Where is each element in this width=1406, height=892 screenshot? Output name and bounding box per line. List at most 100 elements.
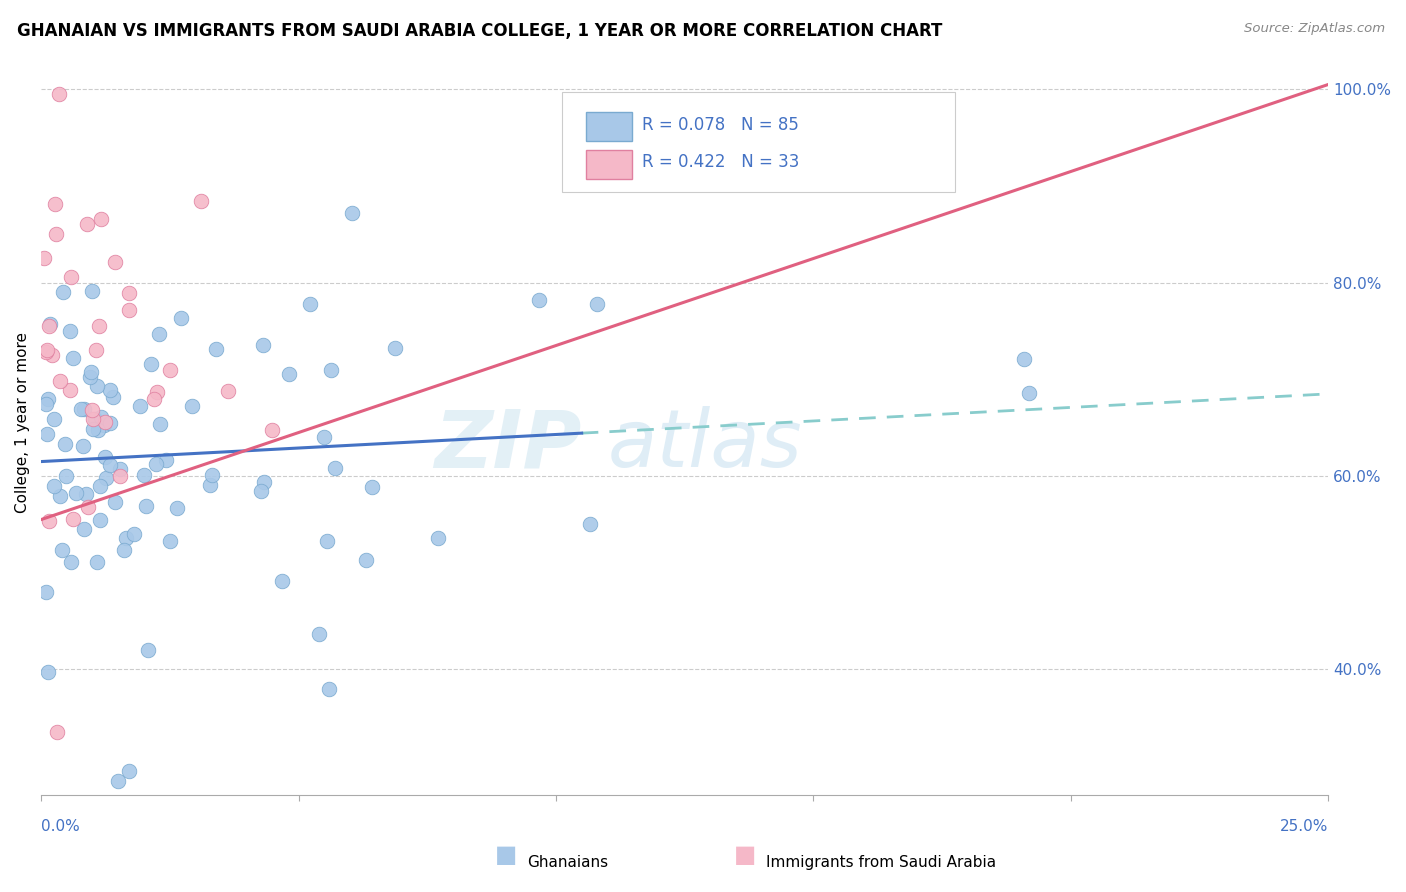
Point xyxy=(48,87,70,102)
Point xyxy=(278,367,301,381)
Point xyxy=(89,479,111,493)
Text: 25.0%: 25.0% xyxy=(1279,819,1329,834)
Y-axis label: College, 1 year or more: College, 1 year or more xyxy=(15,333,30,514)
Text: Ghanaians: Ghanaians xyxy=(527,855,609,870)
Point xyxy=(76,500,98,514)
Point xyxy=(149,417,172,432)
Point xyxy=(159,534,181,549)
Point xyxy=(318,681,340,696)
Point xyxy=(148,326,170,341)
Point xyxy=(35,585,58,599)
Point xyxy=(132,467,155,482)
Point xyxy=(93,418,115,433)
Text: R = 0.078   N = 85: R = 0.078 N = 85 xyxy=(643,116,799,134)
Point xyxy=(70,402,93,417)
Point xyxy=(1018,386,1040,401)
Point xyxy=(94,471,117,485)
Point xyxy=(32,251,55,265)
Point xyxy=(315,534,337,549)
FancyBboxPatch shape xyxy=(562,92,955,192)
Point xyxy=(170,311,193,326)
Point xyxy=(141,357,163,371)
Point xyxy=(586,116,609,130)
Point xyxy=(166,501,188,516)
Text: R = 0.422   N = 33: R = 0.422 N = 33 xyxy=(643,153,800,171)
Point xyxy=(427,532,450,546)
Point xyxy=(52,285,75,299)
Point xyxy=(249,483,271,498)
Point xyxy=(135,500,157,514)
Point xyxy=(108,461,131,475)
Point xyxy=(115,531,138,545)
Point xyxy=(44,412,66,426)
Point xyxy=(101,391,124,405)
Point xyxy=(110,468,132,483)
Point xyxy=(354,552,377,566)
Point xyxy=(41,347,63,361)
Point xyxy=(314,430,336,444)
Point xyxy=(75,486,97,500)
Point xyxy=(45,227,67,241)
Point xyxy=(94,450,117,465)
Point xyxy=(94,415,117,429)
Text: Source: ZipAtlas.com: Source: ZipAtlas.com xyxy=(1244,22,1385,36)
Text: atlas: atlas xyxy=(607,406,803,484)
Point xyxy=(72,439,94,453)
Point xyxy=(35,397,58,411)
Point xyxy=(136,643,159,657)
Point xyxy=(62,351,84,365)
Point xyxy=(159,362,181,376)
Point xyxy=(146,384,169,399)
Point xyxy=(190,194,212,208)
Point xyxy=(112,542,135,557)
Point xyxy=(83,412,105,426)
Point xyxy=(39,318,62,332)
Point xyxy=(35,344,58,359)
Point xyxy=(90,212,112,227)
Point xyxy=(253,475,276,489)
Point xyxy=(86,555,108,569)
Point xyxy=(585,297,607,311)
Point xyxy=(80,365,103,379)
Point xyxy=(104,254,127,268)
Point xyxy=(80,285,103,299)
Text: ■: ■ xyxy=(734,843,756,867)
Point xyxy=(82,412,104,426)
Point xyxy=(340,206,363,220)
Point xyxy=(252,338,274,352)
Point xyxy=(73,402,96,417)
Point xyxy=(62,512,84,526)
Point xyxy=(82,403,104,417)
Point xyxy=(84,343,107,357)
Point xyxy=(527,293,550,308)
Point xyxy=(98,458,121,472)
Point xyxy=(98,384,121,398)
Point xyxy=(181,399,204,413)
Point xyxy=(205,343,228,357)
Point xyxy=(118,286,141,301)
Point xyxy=(37,426,59,441)
Point xyxy=(82,421,104,435)
Point xyxy=(45,725,67,739)
Point xyxy=(37,665,59,679)
Point xyxy=(87,318,110,333)
Point xyxy=(308,627,330,641)
Point xyxy=(38,514,60,528)
Point xyxy=(124,526,146,541)
Point xyxy=(53,437,76,451)
Point xyxy=(44,196,66,211)
Point xyxy=(79,370,101,384)
Point xyxy=(38,319,60,334)
Text: ■: ■ xyxy=(495,843,517,867)
Point xyxy=(319,362,342,376)
Point xyxy=(58,383,80,397)
Point xyxy=(65,485,87,500)
Point xyxy=(104,495,127,509)
Point xyxy=(44,479,66,493)
Point xyxy=(298,297,321,311)
Point xyxy=(384,342,406,356)
Point xyxy=(325,461,347,475)
Point xyxy=(143,392,166,406)
Point xyxy=(60,269,83,284)
Point xyxy=(155,452,177,467)
